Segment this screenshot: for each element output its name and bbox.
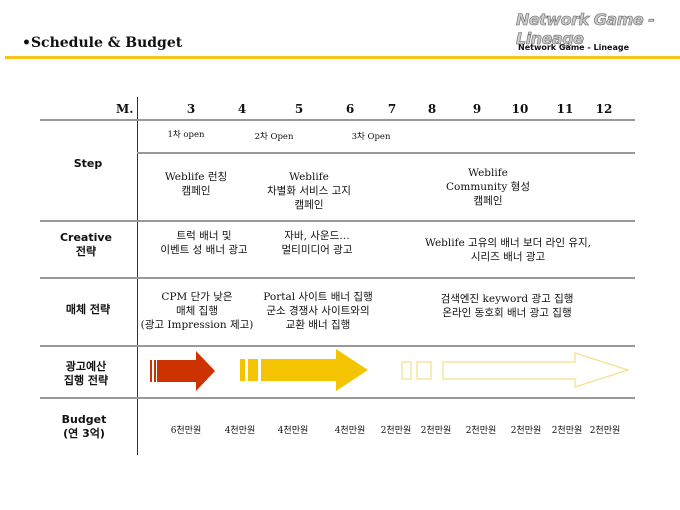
logo-subtext: Network Game - Lineage <box>518 43 630 52</box>
budget-value: 2천만원 <box>589 426 621 436</box>
open-milestone: 2차 Open <box>254 132 294 142</box>
row-divider <box>40 220 635 222</box>
creative-cell: Weblife 고유의 배너 보더 라인 유지, 시리즈 배너 광고 <box>425 237 591 263</box>
row-divider <box>40 119 635 121</box>
row-label-creative: Creative 전략 <box>59 231 113 258</box>
step-cell: Weblife Community 형성 캠페인 <box>446 167 530 207</box>
title-divider <box>5 56 680 59</box>
budget-value: 6천만원 <box>170 426 202 436</box>
row-label-step: Step <box>73 157 103 170</box>
month: 7 <box>387 102 397 116</box>
step-cell: Weblife 차별화 서비스 고지 캠페인 <box>267 171 351 211</box>
yellow-arrow <box>240 349 368 391</box>
red-arrow <box>150 351 215 391</box>
open-milestone: 1차 open <box>167 130 205 140</box>
month: 10 <box>511 102 529 116</box>
budget-value: 2천만원 <box>551 426 583 436</box>
month: 3 <box>186 102 196 116</box>
month: 5 <box>294 102 304 116</box>
media-cell: 검색엔진 keyword 광고 집행 온라인 동호회 배너 광고 집행 <box>440 293 574 319</box>
step-cell: Weblife 런칭 캠페인 <box>164 171 228 197</box>
month: 8 <box>427 102 437 116</box>
budget-value: 2천만원 <box>420 426 452 436</box>
row-divider <box>40 277 635 279</box>
month: 9 <box>472 102 482 116</box>
budget-value: 2천만원 <box>510 426 542 436</box>
month: 12 <box>595 102 613 116</box>
page-title: •Schedule & Budget <box>22 35 183 51</box>
row-label-budget: Budget (연 3억) <box>61 413 107 440</box>
row-label-budget-strategy: 광고예산 집행 전략 <box>63 360 109 387</box>
row-divider <box>137 152 635 154</box>
row-divider <box>40 397 635 399</box>
row-divider <box>40 345 635 347</box>
open-milestone: 3차 Open <box>351 132 391 142</box>
budget-value: 4천만원 <box>277 426 309 436</box>
creative-cell: 자바, 사운드… 멀티미디어 광고 <box>281 230 353 256</box>
table-vertical-divider <box>137 97 138 455</box>
budget-value: 4천만원 <box>224 426 256 436</box>
month: 6 <box>345 102 355 116</box>
month: 4 <box>237 102 247 116</box>
media-cell: Portal 사이트 배너 집행 군소 경쟁사 사이트와의 교환 배너 집행 <box>263 291 373 331</box>
row-label-media: 매체 전략 <box>65 303 111 316</box>
month: 11 <box>556 102 574 116</box>
budget-value: 2천만원 <box>465 426 497 436</box>
budget-arrows <box>150 349 630 391</box>
month-label: M. <box>116 102 134 116</box>
media-cell: CPM 단가 낮은 매체 집행 (광고 Impression 제고) <box>140 291 254 331</box>
outline-arrow <box>401 352 630 388</box>
logo: Network Game - Lineage Network Game - Li… <box>516 10 670 52</box>
logo-text: Network Game - Lineage <box>516 10 656 49</box>
budget-value: 2천만원 <box>380 426 412 436</box>
creative-cell: 트럭 배너 및 이벤트 성 배너 광고 <box>160 230 248 256</box>
budget-value: 4천만원 <box>334 426 366 436</box>
